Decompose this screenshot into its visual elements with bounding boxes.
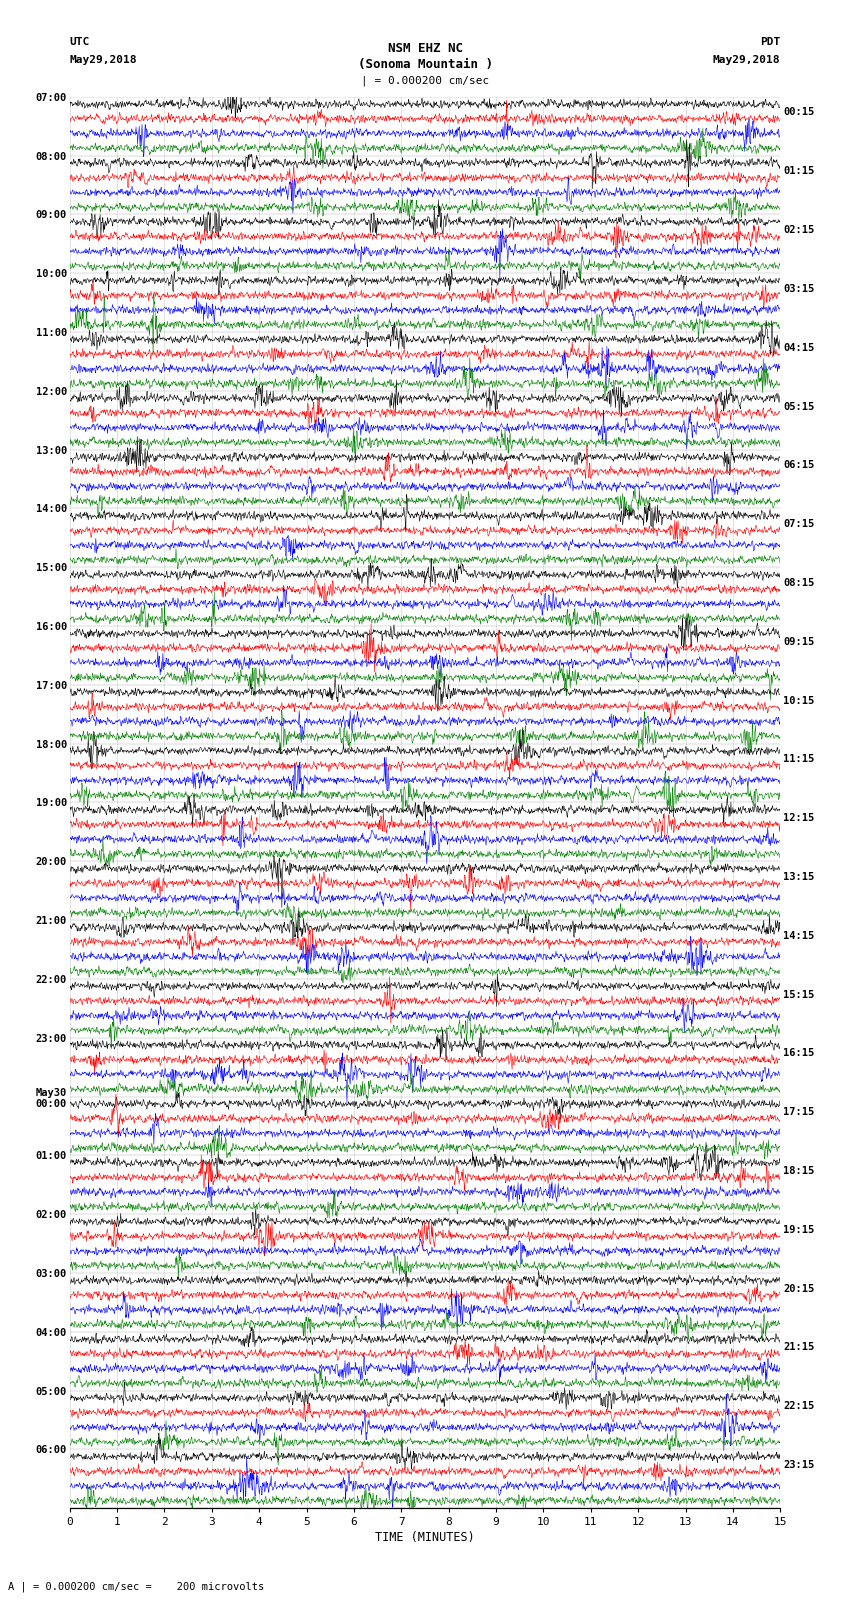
Text: A | = 0.000200 cm/sec =    200 microvolts: A | = 0.000200 cm/sec = 200 microvolts	[8, 1582, 264, 1592]
Text: NSM EHZ NC: NSM EHZ NC	[388, 42, 462, 55]
Text: May29,2018: May29,2018	[70, 55, 137, 65]
Text: PDT: PDT	[760, 37, 780, 47]
Text: | = 0.000200 cm/sec: | = 0.000200 cm/sec	[361, 76, 489, 85]
Text: (Sonoma Mountain ): (Sonoma Mountain )	[358, 58, 492, 71]
Text: May29,2018: May29,2018	[713, 55, 780, 65]
X-axis label: TIME (MINUTES): TIME (MINUTES)	[375, 1531, 475, 1544]
Text: UTC: UTC	[70, 37, 90, 47]
